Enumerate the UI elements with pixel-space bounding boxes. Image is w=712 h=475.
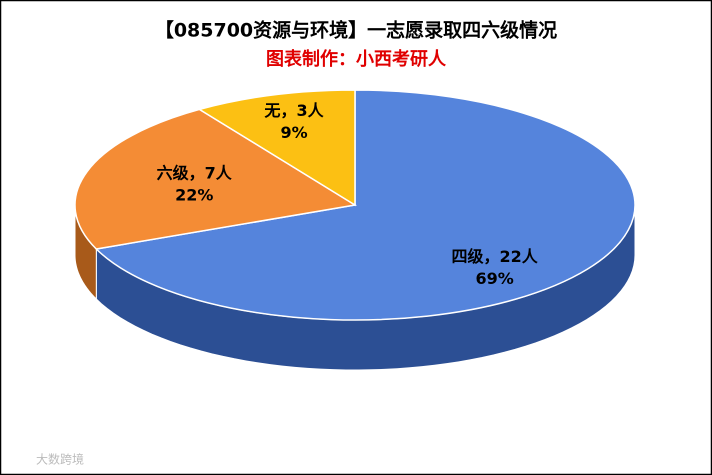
- chart-subtitle: 图表制作：小西考研人: [266, 48, 447, 70]
- data-label: 六级，7人: [157, 163, 233, 182]
- slice: [94, 89, 636, 321]
- pie: 四级，22人 69% 六级，7人 22% 无，3人 9%: [74, 89, 636, 371]
- percentage-label: 22%: [175, 185, 213, 204]
- data-label: 四级，22人: [452, 247, 539, 266]
- percentage-label: 9%: [280, 123, 307, 142]
- slice: [74, 108, 358, 250]
- slice: [197, 89, 356, 207]
- data-label: 无，3人: [263, 101, 324, 120]
- watermark: 大数跨境: [36, 452, 84, 467]
- percentage-label: 69%: [476, 269, 514, 288]
- chart-title: 【085700资源与环境】一志愿录取四六级情况: [155, 19, 557, 42]
